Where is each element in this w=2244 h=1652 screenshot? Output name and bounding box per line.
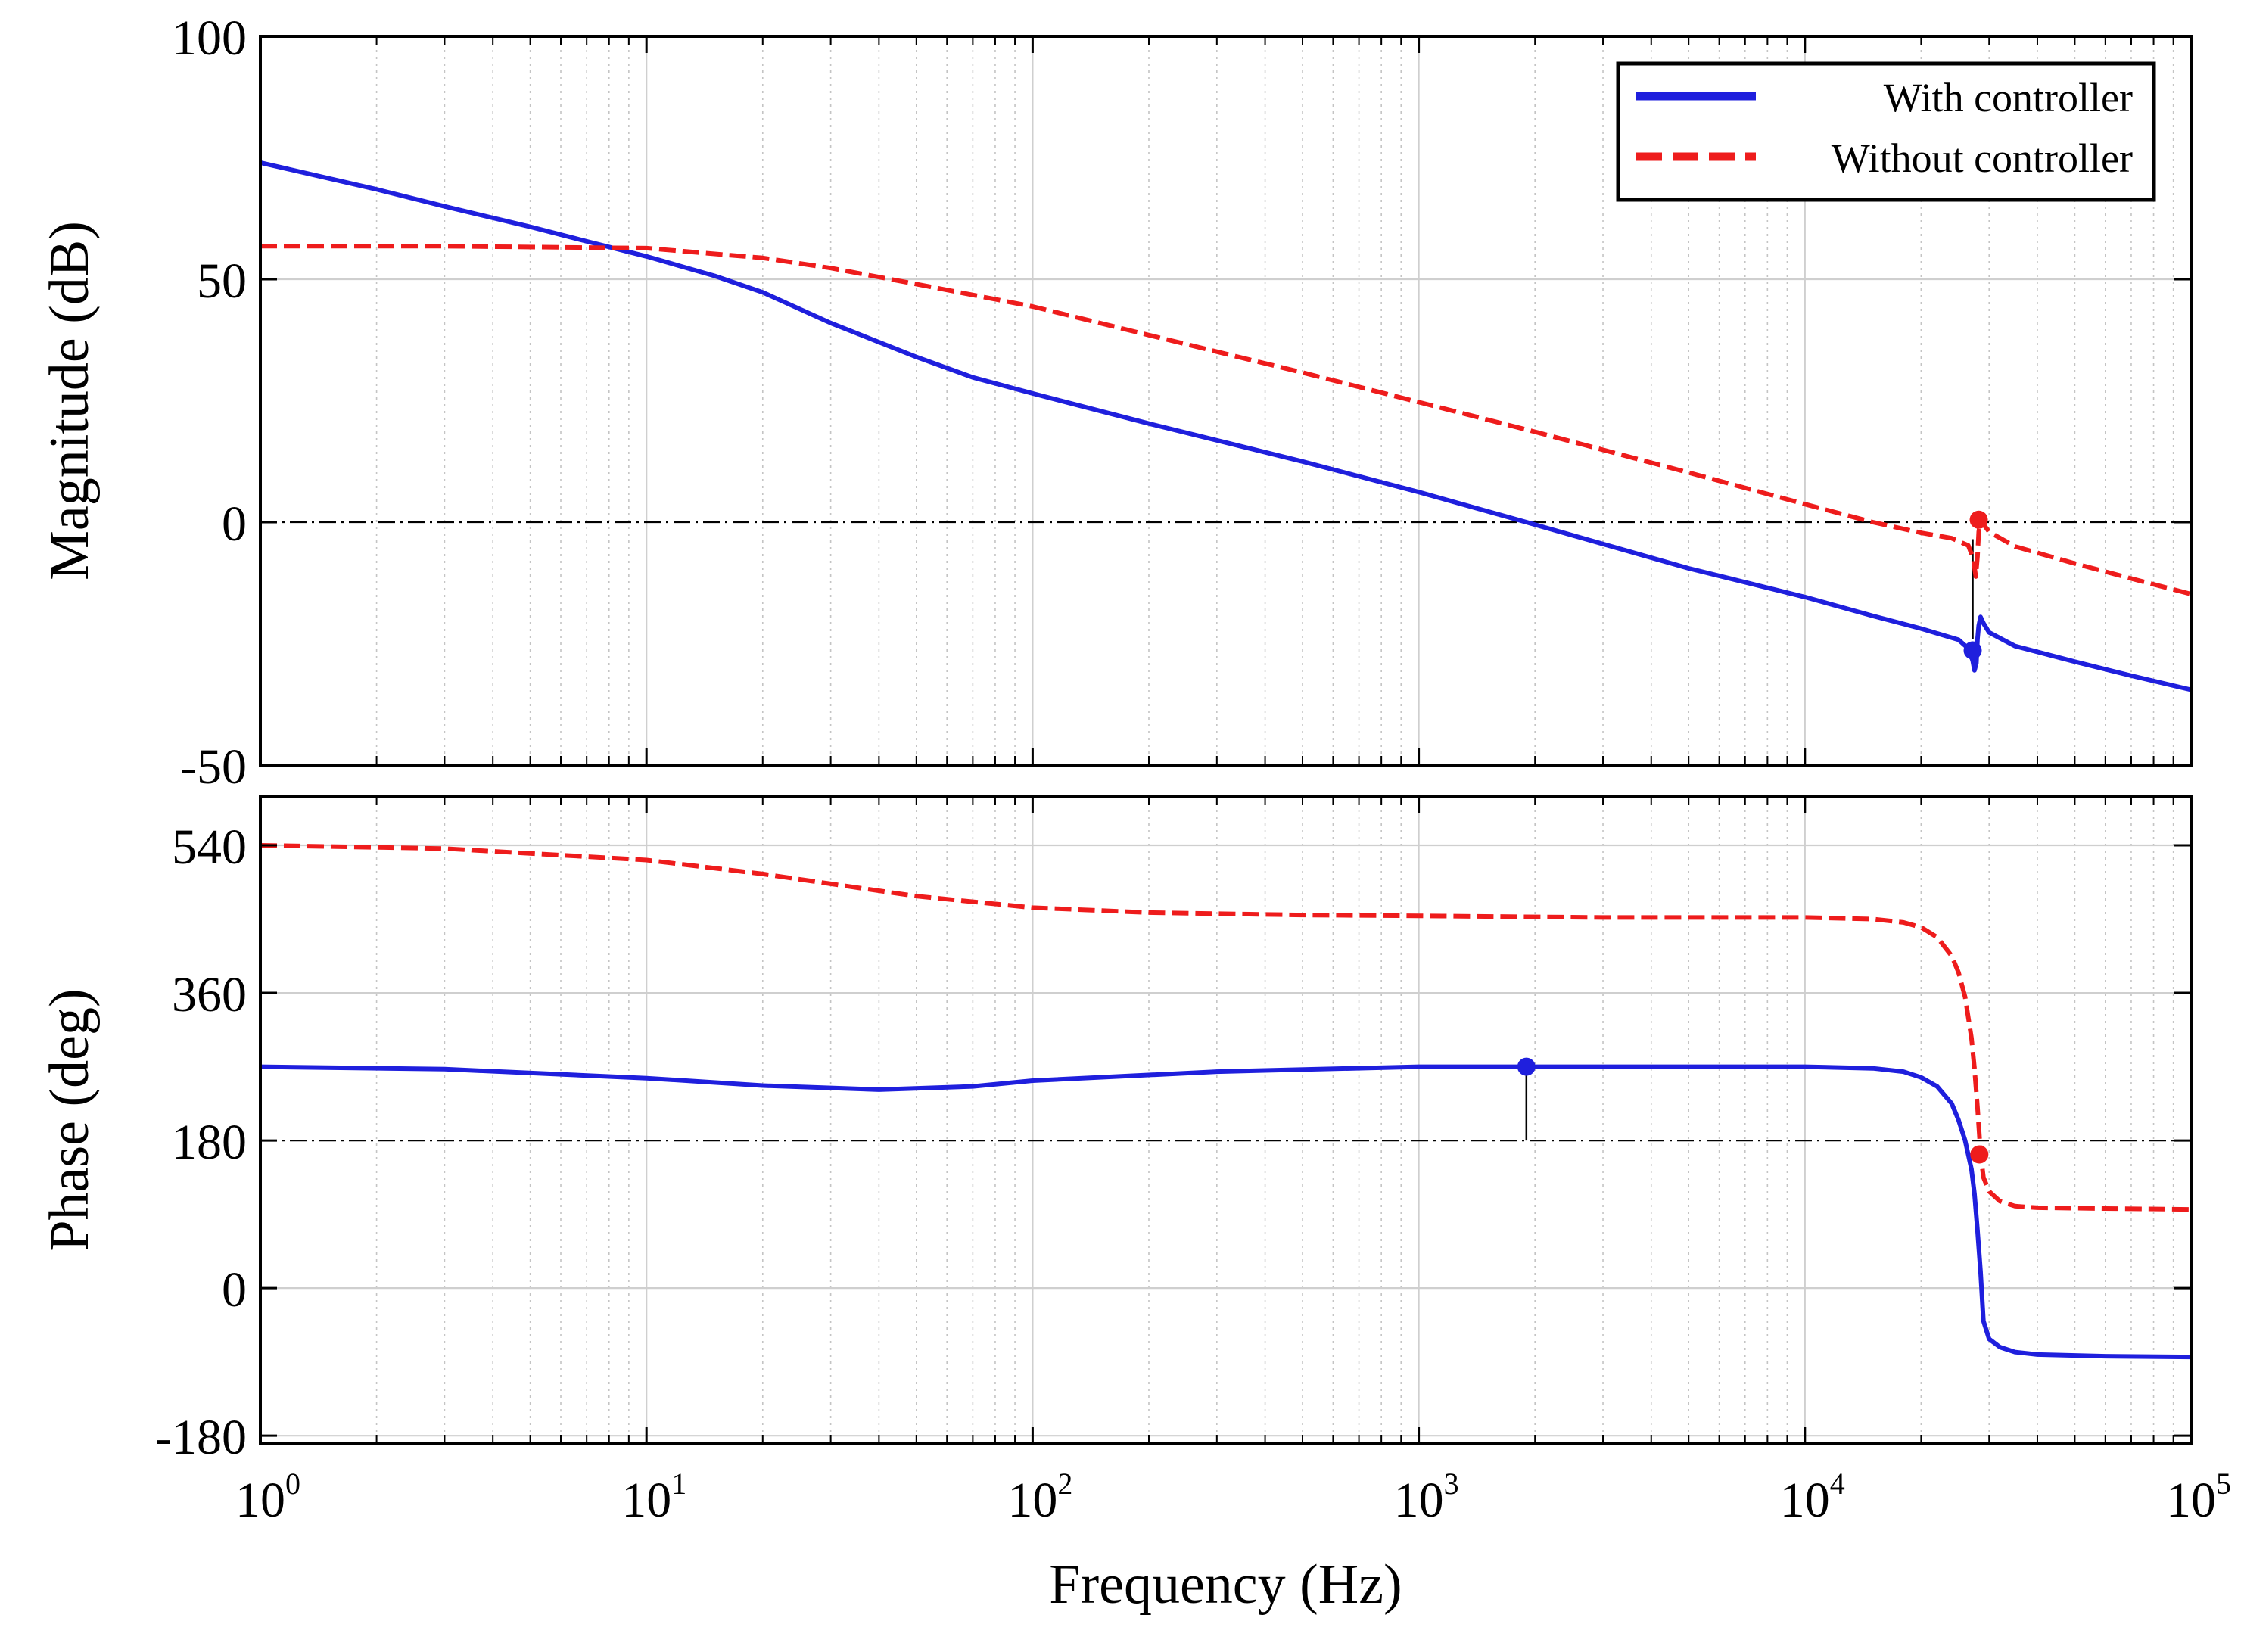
x-tick-label: 105 (2166, 1467, 2231, 1528)
legend: With controller Without controller (1616, 61, 2156, 202)
x-tick-labels: 100 101 102 103 104 105 (235, 1467, 2231, 1528)
magnitude-ticks (259, 35, 2193, 767)
phase-marker-with-controller (1517, 1057, 1536, 1076)
x-tick-label: 102 (1007, 1467, 1072, 1528)
phase-marker-without-controller (1970, 1145, 1989, 1164)
legend-label-without-controller: Without controller (1832, 135, 2133, 181)
magnitude-axis-label: Magnitude (dB) (39, 221, 101, 580)
phase-panel: 540 360 180 0 -180 Phase (deg) 100 101 1… (39, 795, 2231, 1616)
legend-box (1616, 61, 2156, 202)
phase-series (260, 843, 2192, 1360)
magnitude-series (260, 160, 2192, 692)
mag-line-with-controller (260, 160, 2192, 692)
phase-y-tick-label: 540 (172, 820, 247, 875)
phase-markers (1517, 1057, 1989, 1164)
mag-y-tick-label: 50 (197, 254, 247, 309)
mag-y-tick-label: 100 (172, 11, 247, 66)
x-tick-label: 100 (235, 1467, 300, 1528)
phase-y-tick-labels: 540 360 180 0 -180 (155, 820, 247, 1465)
legend-label-with-controller: With controller (1884, 75, 2133, 120)
x-axis-label: Frequency (Hz) (1049, 1554, 1402, 1616)
phase-line-with-controller (260, 1064, 2192, 1360)
phase-grid (260, 796, 2191, 1444)
phase-line-without-controller (260, 843, 2192, 1212)
phase-y-tick-label: 180 (172, 1115, 247, 1170)
magnitude-grid (260, 36, 2191, 765)
magnitude-y-tick-labels: 100 50 0 -50 (172, 11, 247, 795)
magnitude-panel: 100 50 0 -50 Magnitude (dB) With control… (39, 11, 2193, 795)
phase-ticks (259, 796, 2193, 1444)
mag-marker-with-controller (1963, 641, 1982, 660)
phase-axis-label: Phase (deg) (39, 988, 101, 1251)
mag-y-tick-label: -50 (180, 739, 247, 795)
magnitude-frame (259, 35, 2193, 767)
mag-marker-without-controller (1969, 510, 1988, 529)
x-tick-label: 104 (1780, 1467, 1845, 1528)
magnitude-markers (1963, 510, 1988, 660)
phase-y-tick-label: 0 (222, 1262, 247, 1318)
phase-frame (259, 795, 2193, 1445)
phase-y-tick-label: -180 (155, 1410, 247, 1465)
phase-y-tick-label: 360 (172, 967, 247, 1022)
x-tick-label: 101 (621, 1467, 686, 1528)
mag-y-tick-label: 0 (222, 496, 247, 552)
x-tick-label: 103 (1394, 1467, 1459, 1528)
mag-line-without-controller (260, 244, 2192, 596)
